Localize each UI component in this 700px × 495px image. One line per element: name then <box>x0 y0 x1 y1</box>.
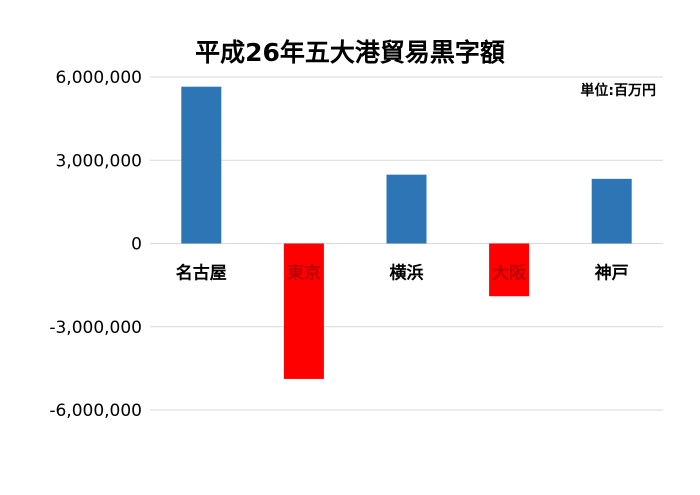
y-tick-label: -3,000,000 <box>49 318 142 338</box>
bar <box>283 243 324 379</box>
category-label: 神戸 <box>595 263 629 284</box>
category-label: 東京 <box>287 263 321 284</box>
bar <box>489 243 530 297</box>
category-label: 大阪 <box>492 263 526 284</box>
category-label: 名古屋 <box>176 263 227 284</box>
chart-title: 平成26年五大港貿易黒字額 <box>195 38 505 67</box>
bar <box>181 86 222 244</box>
y-tick-label: 3,000,000 <box>55 151 142 171</box>
y-tick-label: 6,000,000 <box>55 68 142 88</box>
y-tick-label: -6,000,000 <box>49 401 142 421</box>
unit-note: 単位:百万円 <box>580 83 656 99</box>
bar <box>386 174 427 244</box>
bar <box>591 178 632 244</box>
y-tick-label: 0 <box>131 235 142 255</box>
category-label: 横浜 <box>390 263 424 284</box>
